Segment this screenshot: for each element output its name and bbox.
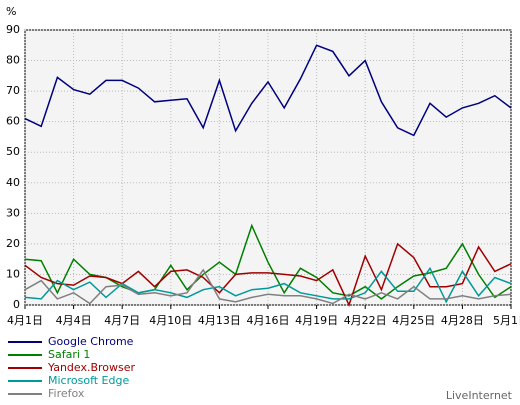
y-tick-label: 50 [6, 145, 20, 158]
y-tick-label: 30 [6, 206, 20, 219]
y-tick-label: 90 [6, 23, 20, 36]
series-line [24, 266, 512, 304]
series-line [24, 242, 512, 308]
y-tick-label: 60 [6, 115, 20, 128]
legend-label: Firefox [48, 387, 85, 400]
y-tick-label: 40 [6, 176, 20, 189]
x-tick-label: 4月16日 [247, 314, 290, 327]
legend-label: Google Chrome [48, 335, 134, 348]
x-tick-label: 4月10日 [149, 314, 192, 327]
series-line [24, 268, 512, 305]
x-tick-label: 4月7日 [104, 314, 140, 327]
x-tick-label: 4月1日 [7, 314, 43, 327]
x-tick-label: 4月13日 [198, 314, 241, 327]
x-tick-label: 4月25日 [392, 314, 435, 327]
y-tick-label: 0 [13, 298, 20, 311]
y-axis-label: % [6, 5, 16, 18]
y-tick-label: 80 [6, 54, 20, 67]
x-tick-label: 4月4日 [56, 314, 92, 327]
y-tick-label: 10 [6, 267, 20, 280]
legend-label: Safari 1 [48, 348, 90, 361]
x-tick-label: 5月1日 [493, 314, 520, 327]
x-tick-label: 4月28日 [441, 314, 484, 327]
legend-label: Yandex.Browser [47, 361, 136, 374]
source: LiveInternet [446, 389, 513, 402]
x-tick-label: 4月22日 [344, 314, 387, 327]
x-tick-label: 4月19日 [295, 314, 338, 327]
legend-label: Microsoft Edge [48, 374, 129, 387]
y-tick-label: 70 [6, 84, 20, 97]
y-tick-label: 20 [6, 237, 20, 250]
series-line [24, 44, 512, 137]
